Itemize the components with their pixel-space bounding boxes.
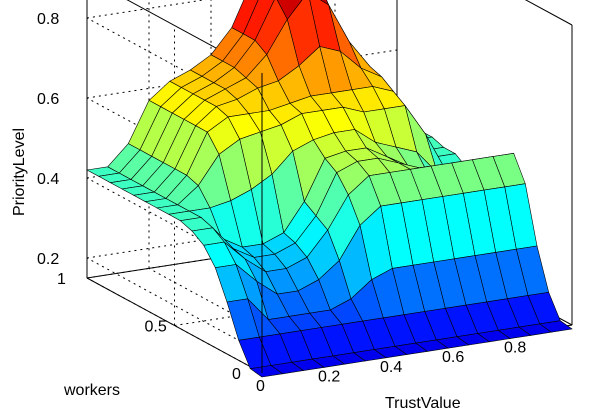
y-tick-label: 0 <box>232 366 241 383</box>
z-tick-label: 0.8 <box>37 11 59 28</box>
y-tick-label: 0.5 <box>145 319 167 336</box>
surface-mesh <box>86 0 573 378</box>
x-tick-label: 0.6 <box>442 349 464 366</box>
x-tick-label: 0 <box>256 378 265 395</box>
z-tick-label: 0.6 <box>37 91 59 108</box>
z-tick-label: 0.2 <box>37 251 59 268</box>
y-axis-label: workers <box>63 382 120 399</box>
box-edge <box>524 0 573 26</box>
z-axis-label: PriorityLevel <box>11 128 28 216</box>
x-axis-label: TrustValue <box>385 395 461 412</box>
z-tick-label: 0.4 <box>37 171 59 188</box>
y-tick-label: 1 <box>57 271 66 288</box>
x-tick-label: 0.8 <box>504 340 526 357</box>
tick-labels: 0 0.2 0.4 0.6 0.8 0 0.5 1 0.2 0.4 0.6 0.8 <box>37 11 526 395</box>
x-tick-label: 0.4 <box>380 359 402 376</box>
x-tick-label: 0.2 <box>318 368 340 385</box>
surface-patch <box>249 365 284 378</box>
